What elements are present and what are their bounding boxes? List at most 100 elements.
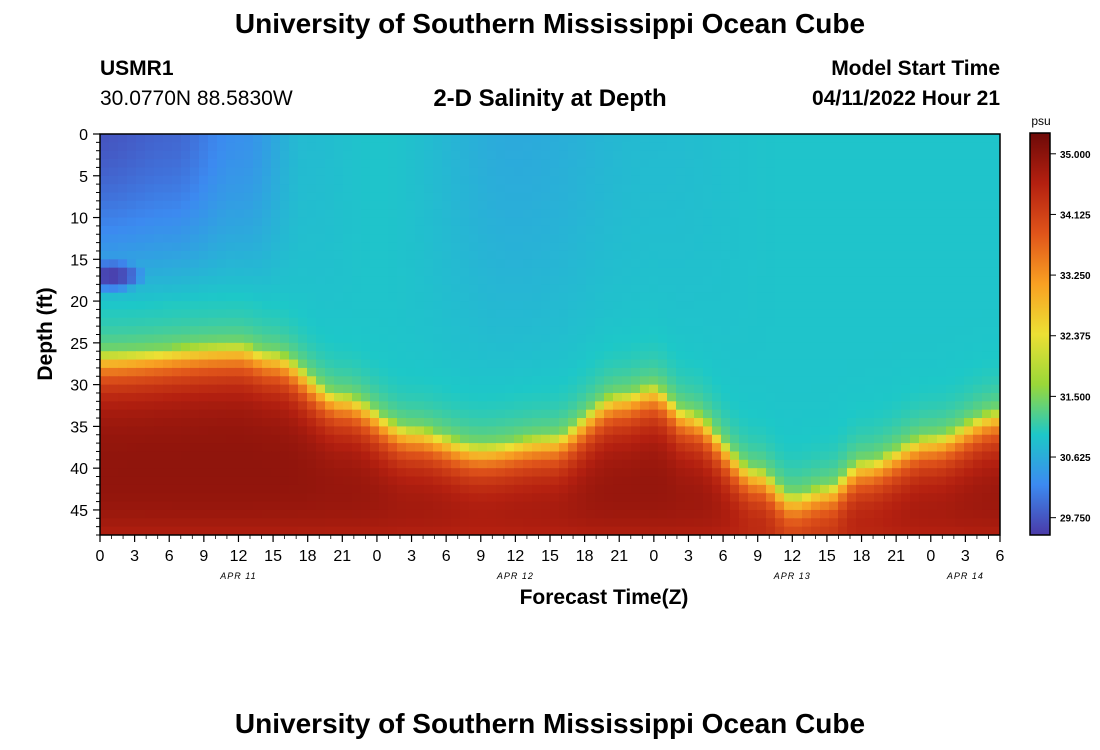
heatmap-cell — [109, 276, 119, 285]
heatmap-cell — [145, 250, 155, 260]
heatmap-cell — [361, 200, 371, 210]
heatmap-cell — [784, 159, 794, 169]
heatmap-cell — [343, 351, 353, 361]
heatmap-cell — [631, 175, 641, 185]
heatmap-cell — [109, 292, 119, 302]
heatmap-cell — [658, 317, 668, 327]
heatmap-cell — [694, 292, 704, 302]
heatmap-cell — [442, 468, 452, 478]
heatmap-cell — [649, 217, 659, 227]
heatmap-cell — [523, 418, 533, 427]
heatmap-cell — [424, 184, 434, 194]
heatmap-cell — [847, 376, 857, 386]
heatmap-cell — [496, 401, 506, 411]
heatmap-cell — [379, 200, 389, 210]
heatmap-cell — [235, 493, 245, 503]
heatmap-cell — [406, 292, 416, 302]
heatmap-cell — [964, 301, 974, 311]
heatmap-cell — [424, 509, 434, 519]
heatmap-cell — [397, 317, 407, 327]
heatmap-cell — [271, 159, 281, 169]
heatmap-cell — [658, 184, 668, 194]
heatmap-cell — [496, 209, 506, 219]
heatmap-cell — [766, 167, 776, 177]
heatmap-cell — [406, 267, 416, 277]
heatmap-cell — [802, 392, 812, 402]
heatmap-cell — [730, 159, 740, 169]
heatmap-cell — [478, 192, 488, 202]
heatmap-cell — [811, 317, 821, 327]
heatmap-cell — [451, 234, 461, 244]
heatmap-cell — [451, 351, 461, 361]
heatmap-cell — [307, 326, 317, 336]
heatmap-cell — [109, 317, 119, 327]
heatmap-cell — [442, 359, 452, 369]
heatmap-cell — [496, 434, 506, 444]
heatmap-cell — [685, 526, 695, 535]
heatmap-cell — [541, 309, 551, 319]
heatmap-cell — [298, 351, 308, 361]
heatmap-cell — [208, 175, 218, 185]
heatmap-cell — [352, 250, 362, 260]
heatmap-cell — [172, 225, 182, 235]
heatmap-cell — [478, 493, 488, 503]
heatmap-cell — [559, 526, 569, 535]
heatmap-cell — [370, 301, 380, 311]
heatmap-cell — [298, 409, 308, 419]
heatmap-cell — [379, 184, 389, 194]
heatmap-cell — [676, 401, 686, 411]
heatmap-cell — [253, 409, 263, 419]
heatmap-cell — [622, 242, 632, 252]
heatmap-cell — [334, 367, 344, 377]
heatmap-cell — [586, 167, 596, 177]
heatmap-cell — [532, 367, 542, 377]
heatmap-cell — [118, 443, 128, 453]
heatmap-cell — [469, 459, 479, 469]
heatmap-cell — [442, 367, 452, 377]
heatmap-cell — [469, 134, 479, 143]
heatmap-cell — [406, 468, 416, 478]
heatmap-cell — [154, 459, 164, 469]
heatmap-cell — [505, 209, 515, 219]
heatmap-cell — [433, 468, 443, 478]
heatmap-cell — [325, 309, 335, 319]
heatmap-cell — [208, 418, 218, 427]
heatmap-cell — [478, 426, 488, 436]
heatmap-cell — [568, 426, 578, 436]
heatmap-cell — [847, 250, 857, 260]
heatmap-cell — [721, 392, 731, 402]
heatmap-cell — [901, 209, 911, 219]
heatmap-cell — [370, 476, 380, 486]
heatmap-cell — [136, 184, 146, 194]
heatmap-cell — [235, 200, 245, 210]
heatmap-cell — [298, 501, 308, 511]
heatmap-cell — [685, 150, 695, 160]
heatmap-cell — [676, 276, 686, 285]
heatmap-cell — [964, 159, 974, 169]
heatmap-cell — [802, 167, 812, 177]
heatmap-cell — [793, 242, 803, 252]
heatmap-cell — [433, 292, 443, 302]
heatmap-cell — [550, 309, 560, 319]
heatmap-cell — [424, 242, 434, 252]
heatmap-cell — [163, 342, 173, 352]
heatmap-cell — [919, 459, 929, 469]
heatmap-cell — [235, 401, 245, 411]
heatmap-cell — [163, 167, 173, 177]
heatmap-cell — [847, 225, 857, 235]
heatmap-cell — [721, 317, 731, 327]
heatmap-cell — [406, 384, 416, 394]
heatmap-cell — [883, 493, 893, 503]
heatmap-cell — [127, 301, 137, 311]
x-axis-label: Forecast Time(Z) — [520, 586, 689, 609]
heatmap-cell — [109, 426, 119, 436]
heatmap-cell — [892, 526, 902, 535]
heatmap-cell — [631, 518, 641, 528]
heatmap-cell — [316, 134, 326, 143]
heatmap-cell — [577, 242, 587, 252]
heatmap-cell — [118, 150, 128, 160]
heatmap-cell — [937, 418, 947, 427]
heatmap-cell — [964, 284, 974, 294]
heatmap-cell — [613, 175, 623, 185]
heatmap-cell — [865, 509, 875, 519]
